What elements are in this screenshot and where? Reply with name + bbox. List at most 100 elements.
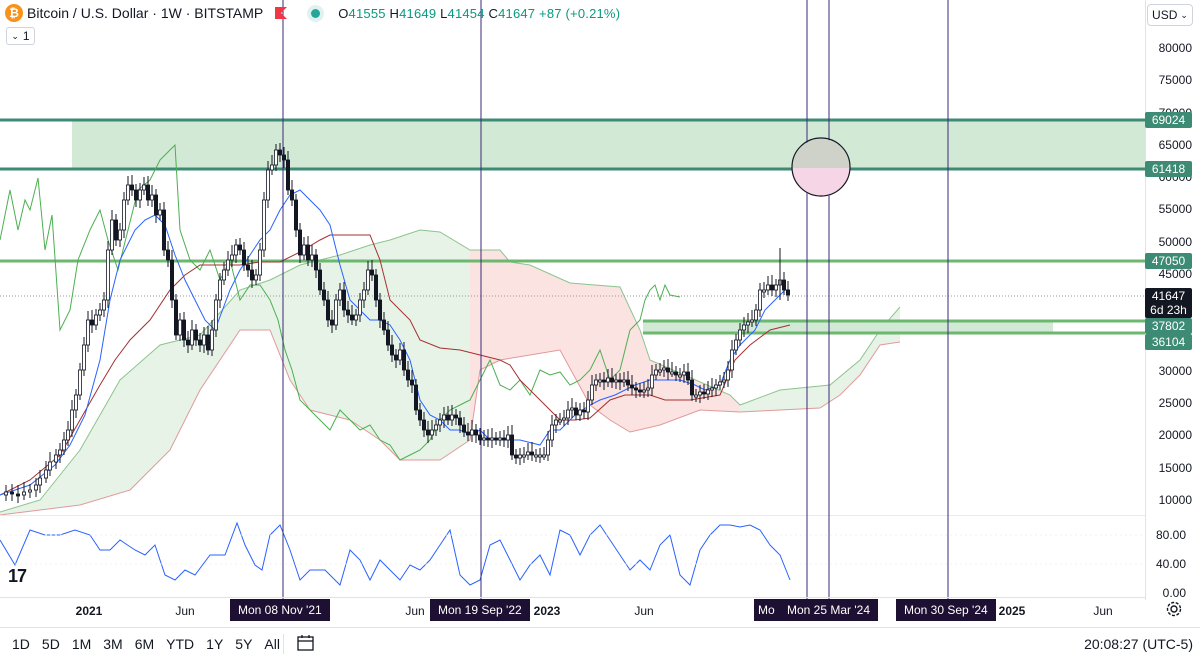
candle-body <box>562 417 567 421</box>
candle-body <box>106 249 111 301</box>
candle-body <box>449 414 454 421</box>
ichimoku-cloud-bull-2 <box>740 307 900 412</box>
price-label: 30000 <box>1158 363 1192 378</box>
candle-body <box>514 454 519 459</box>
target-circle[interactable] <box>791 137 851 197</box>
candle-body <box>357 299 362 316</box>
time-label-2021: 2021 <box>75 604 103 618</box>
timeframe-all[interactable]: All <box>264 635 280 652</box>
candle-body <box>682 371 687 376</box>
candle-body <box>433 424 438 431</box>
candle-body <box>237 244 242 251</box>
candle-body <box>638 389 643 393</box>
chevron-down-icon: ⌄ <box>11 30 19 41</box>
oscillator-label: 40.00 <box>1155 557 1186 571</box>
candle-body <box>74 394 79 411</box>
candle-body <box>15 493 20 497</box>
candle-body <box>157 209 162 216</box>
candle-body <box>421 419 426 431</box>
candle-body <box>98 309 103 316</box>
candle-body <box>574 407 579 416</box>
flag-icon[interactable] <box>275 7 288 19</box>
time-axis[interactable]: 2021 Jun Jun 2023 Jun 2025 Jun Mon 08 No… <box>0 597 1145 621</box>
candle-body <box>702 391 707 395</box>
ichimoku-cloud-bear <box>470 250 740 440</box>
oscillator-label: 80.00 <box>1155 528 1186 542</box>
interval-selector[interactable]: ⌄ 1 <box>6 27 35 45</box>
candle-body <box>305 244 310 261</box>
candle-body <box>297 229 302 256</box>
candle-body <box>173 299 178 336</box>
candle-body <box>78 369 83 396</box>
clock-readout[interactable]: 20:08:27 (UTC-5) <box>1084 636 1193 652</box>
candle-body <box>642 389 647 393</box>
candle-body <box>718 381 723 386</box>
candle-body <box>62 439 67 451</box>
candle-body <box>205 334 210 351</box>
candle-body <box>481 437 486 441</box>
bottom-toolbar: 1D 5D 1M 3M 6M YTD 1Y 5Y All 20:08:27 (U… <box>0 627 1200 659</box>
lagging-span <box>0 143 681 461</box>
candle-body <box>770 284 775 291</box>
candle-body <box>626 379 631 386</box>
candle-body <box>602 379 607 383</box>
gear-icon[interactable] <box>1165 600 1183 618</box>
candle-body <box>730 349 735 371</box>
timeframe-5y[interactable]: 5Y <box>235 635 253 652</box>
time-tag-sep22: Mon 19 Sep '22 <box>430 599 530 621</box>
candle-body <box>273 149 278 166</box>
candle-body <box>566 409 571 419</box>
candle-body <box>233 244 238 256</box>
time-tag-nov21: Mon 08 Nov '21 <box>230 599 330 621</box>
candle-body <box>94 314 99 326</box>
candle-body <box>497 437 502 441</box>
candle-body <box>762 289 767 293</box>
candle-body <box>27 489 32 493</box>
candle-body <box>325 299 330 321</box>
currency-selector[interactable]: USD ⌄ <box>1147 4 1193 26</box>
target-circle-top <box>792 139 850 168</box>
candle-body <box>538 454 543 458</box>
timeframe-ytd[interactable]: YTD <box>166 635 195 652</box>
candle-body <box>413 384 418 411</box>
price-label: 65000 <box>1158 137 1192 152</box>
candle-body <box>133 189 138 201</box>
timeframe-6m[interactable]: 6M <box>134 635 155 652</box>
candle-body <box>169 259 174 301</box>
candle-body <box>578 409 583 416</box>
timeframe-3m[interactable]: 3M <box>103 635 123 652</box>
candle-body <box>698 391 703 396</box>
candle-body <box>229 254 234 261</box>
candle-body <box>405 369 410 381</box>
candle-body <box>401 349 406 371</box>
toolbar-divider <box>283 634 284 654</box>
candle-body <box>90 319 95 326</box>
candle-body <box>473 429 478 436</box>
timeframe-1m[interactable]: 1M <box>71 635 92 652</box>
ohlc-readout: O41555 H41649 L41454 C41647 +87 (+0.21%) <box>338 5 621 21</box>
candle-body <box>441 414 446 421</box>
candle-body <box>141 184 146 191</box>
timeframe-1y[interactable]: 1Y <box>206 635 224 652</box>
candle-body <box>493 437 498 441</box>
candle-body <box>66 429 71 441</box>
time-tag-mar24: Mon 25 Mar '24 <box>779 599 878 621</box>
candle-body <box>738 329 743 341</box>
target-circle-bottom <box>792 168 850 197</box>
timeframe-1d[interactable]: 1D <box>12 635 30 652</box>
price-chart[interactable] <box>0 0 1145 515</box>
timeframe-5d[interactable]: 5D <box>41 635 60 652</box>
oscillator-pane[interactable] <box>0 515 1145 599</box>
candle-body <box>114 219 119 241</box>
time-label-jun25: Jun <box>1093 604 1113 618</box>
support-zone[interactable] <box>643 322 1053 332</box>
calendar-icon[interactable] <box>296 633 316 653</box>
candle-body <box>321 289 326 301</box>
price-label: 50000 <box>1158 234 1192 249</box>
price-label: 10000 <box>1158 493 1192 507</box>
candle-body <box>461 424 466 433</box>
resistance-zone[interactable] <box>72 121 1145 169</box>
tradingview-logo[interactable]: 17 <box>8 566 27 586</box>
candle-body <box>518 454 523 459</box>
symbol-title[interactable]: Bitcoin / U.S. Dollar · 1W · BITSTAMP <box>27 5 264 21</box>
